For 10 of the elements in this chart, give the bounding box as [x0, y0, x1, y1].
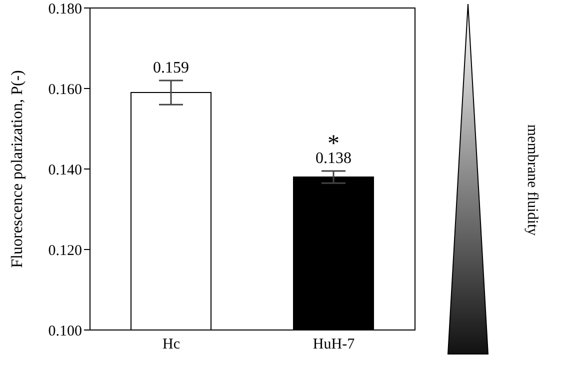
- data-label: 0.159: [153, 59, 189, 76]
- y-tick-label: 0.100: [48, 323, 82, 340]
- y-axis-title: Fluorescence polarization, P(-): [9, 70, 26, 268]
- y-tick-label: 0.140: [48, 162, 82, 178]
- y-tick-label: 0.160: [48, 82, 82, 98]
- y-tick-label: 0.120: [48, 242, 82, 259]
- y-tick-label: 0.180: [48, 1, 82, 18]
- x-tick-label: Hc: [162, 336, 180, 353]
- x-tick-label: HuH-7: [312, 336, 356, 353]
- text: membrane fluidity: [524, 124, 540, 236]
